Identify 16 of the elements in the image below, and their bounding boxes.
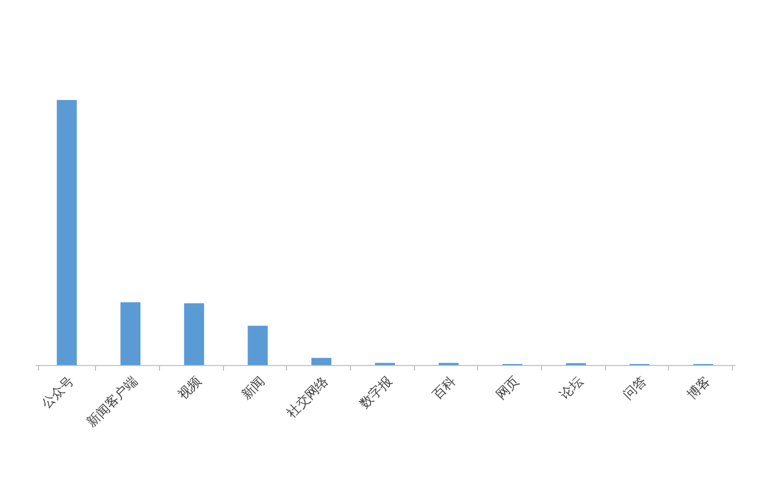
x-tick-label: 论坛 [557,374,586,403]
x-tick-label: 数字报 [356,373,396,412]
bar [120,302,140,365]
x-tick-label: 博客 [684,373,714,403]
x-tick-label: 新闻 [239,374,268,403]
bar [56,100,77,365]
x-tick-label: 问答 [620,374,650,403]
bar [184,303,204,365]
bar [248,326,268,365]
x-tick-label: 新闻客户端 [84,373,141,430]
x-tick-label: 网页 [494,374,523,403]
x-tick-label: 视频 [176,374,204,403]
bar [311,358,332,365]
x-tick-label: 公众号 [39,374,78,412]
x-tick-label: 百科 [430,374,460,403]
x-tick-label: 社交网络 [284,373,332,422]
